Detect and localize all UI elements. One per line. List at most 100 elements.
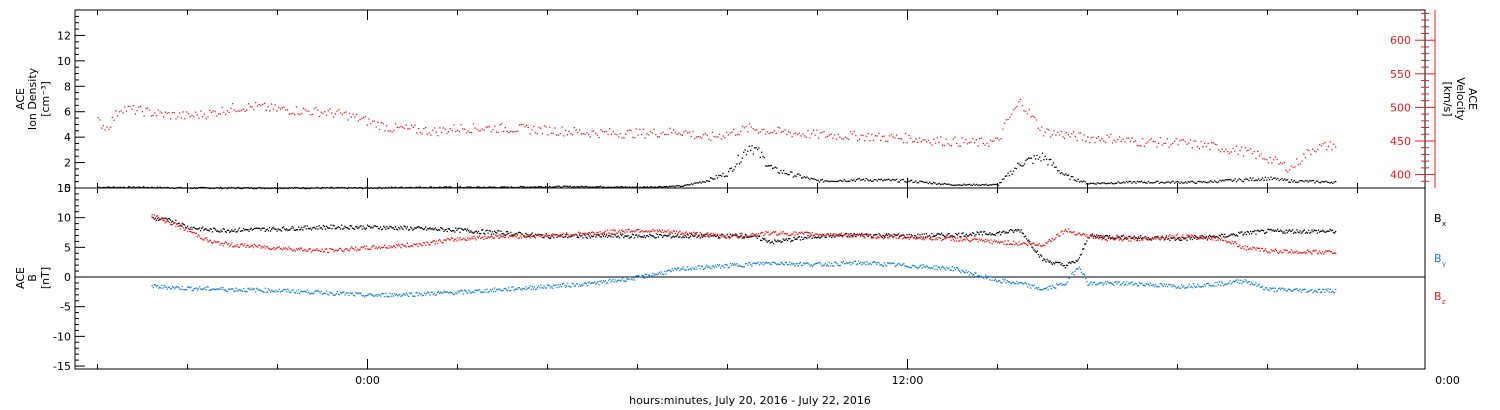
b-component-point-z [1206, 239, 1209, 241]
density-point [1154, 181, 1156, 183]
b-component-point-z [775, 230, 777, 233]
b-component-point-y [978, 275, 980, 277]
b-component-point-y [1192, 283, 1195, 285]
density-point [810, 177, 812, 179]
b-component-point-y [331, 292, 333, 294]
b-component-point-z [588, 231, 591, 234]
b-component-point-z [257, 246, 259, 248]
b-component-point-y [335, 293, 337, 295]
b-component-point-x [952, 235, 955, 237]
b-component-point-x [588, 235, 591, 237]
b-component-point-y [291, 289, 293, 291]
b-component-point-z [1027, 244, 1029, 247]
density-point [1047, 164, 1049, 166]
b-component-point-z [378, 246, 381, 248]
density-point [473, 186, 475, 188]
b-component-point-z [1179, 237, 1182, 239]
b-component-point-y [402, 293, 404, 296]
density-point [551, 186, 554, 188]
b-component-point-z [1037, 244, 1040, 246]
density-point [459, 186, 461, 188]
velocity-point [665, 133, 668, 136]
b-component-point-x [559, 234, 561, 236]
b-component-point-z [700, 235, 703, 237]
b-component-point-z [1277, 252, 1280, 254]
b-component-point-z [794, 234, 796, 237]
b-component-point-x [745, 236, 748, 238]
b-component-point-x [276, 230, 278, 232]
density-point [1182, 182, 1184, 184]
b-component-point-x [833, 233, 835, 235]
b-component-point-x [511, 234, 513, 236]
velocity-point [1253, 150, 1255, 153]
b-component-point-z [246, 244, 248, 247]
density-point [532, 186, 534, 188]
b-component-point-y [1059, 283, 1061, 285]
b-component-point-x [510, 231, 512, 234]
density-point [533, 186, 536, 188]
density-point [1094, 183, 1096, 185]
b-component-point-y [156, 285, 159, 287]
b-component-point-x [893, 233, 895, 235]
b-component-point-y [572, 283, 574, 285]
b-component-point-x [766, 241, 768, 243]
density-point [1216, 181, 1218, 184]
density-point [748, 145, 750, 148]
b-component-point-y [401, 294, 403, 297]
density-point [283, 187, 285, 190]
bottom-tick-label: -5 [60, 301, 71, 314]
velocity-point [984, 144, 986, 146]
density-point [122, 186, 124, 188]
velocity-point [425, 127, 427, 129]
b-component-point-y [828, 261, 831, 264]
b-component-point-y [877, 261, 879, 264]
b-component-point-z [557, 234, 559, 237]
b-component-point-z [476, 236, 479, 238]
b-component-point-z [446, 238, 448, 240]
density-point [1143, 181, 1145, 183]
b-component-point-y [224, 289, 227, 291]
b-component-point-x [1113, 237, 1115, 240]
density-point [1226, 179, 1228, 181]
velocity-point [763, 128, 765, 131]
b-component-point-x [1101, 236, 1103, 238]
density-point [503, 186, 505, 188]
b-component-point-x [1035, 251, 1037, 254]
density-point [586, 185, 588, 188]
velocity-point [619, 133, 622, 135]
b-component-point-y [521, 288, 524, 290]
b-component-point-y [529, 285, 531, 287]
b-component-point-z [171, 223, 174, 226]
velocity-point [710, 139, 712, 142]
density-point [594, 186, 596, 188]
velocity-point [881, 135, 884, 138]
b-component-point-z [386, 247, 388, 249]
velocity-point [681, 134, 684, 136]
velocity-point [334, 113, 337, 115]
b-component-point-x [357, 227, 359, 230]
b-component-point-x [968, 234, 971, 236]
b-component-point-z [673, 230, 676, 232]
b-component-point-y [753, 262, 755, 264]
velocity-point [1129, 140, 1131, 142]
b-component-point-z [1241, 247, 1243, 249]
b-component-point-y [473, 292, 475, 294]
b-component-point-z [323, 250, 326, 252]
b-component-point-z [1150, 238, 1153, 240]
b-component-point-x [439, 229, 441, 231]
velocity-point [818, 137, 820, 139]
density-point [378, 186, 380, 188]
b-component-point-z [758, 234, 761, 237]
b-component-point-y [890, 263, 892, 265]
b-component-point-z [1003, 243, 1005, 245]
b-component-point-y [420, 293, 423, 295]
density-point [955, 184, 957, 186]
b-component-point-x [1141, 237, 1143, 240]
b-component-point-y [847, 262, 849, 265]
b-component-point-x [855, 234, 858, 236]
b-component-point-x [677, 234, 679, 236]
b-component-point-z [314, 249, 316, 251]
b-component-point-x [417, 225, 419, 228]
b-component-point-x [294, 229, 297, 232]
b-component-point-y [278, 288, 280, 291]
